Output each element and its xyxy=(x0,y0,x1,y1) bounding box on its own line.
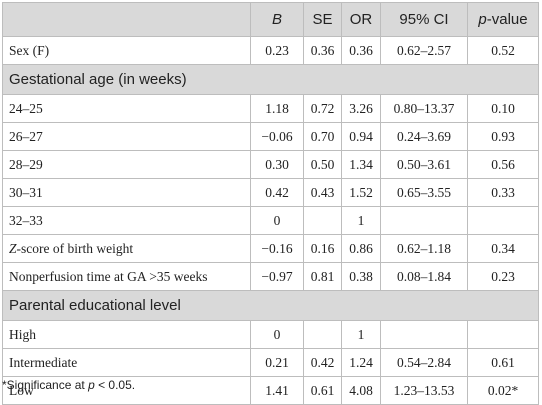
header-b: B xyxy=(250,2,304,37)
cell-or: 1 xyxy=(341,206,381,235)
cell-p: 0.93 xyxy=(467,122,539,151)
table-row: Z-score of birth weight −0.16 0.16 0.86 … xyxy=(2,234,539,263)
footnote-suffix: < 0.05. xyxy=(94,378,136,392)
table-row: High 0 1 xyxy=(2,320,539,349)
cell-b: −0.97 xyxy=(250,262,304,291)
cell-b: 1.18 xyxy=(250,94,304,123)
row-label: High xyxy=(2,320,251,349)
cell-p: 0.02* xyxy=(467,376,539,405)
cell-se: 0.61 xyxy=(303,376,342,405)
cell-ci: 0.65–3.55 xyxy=(380,178,468,207)
table-row: 24–25 1.18 0.72 3.26 0.80–13.37 0.10 xyxy=(2,94,539,123)
cell-p: 0.34 xyxy=(467,234,539,263)
row-label: Intermediate xyxy=(2,348,251,377)
header-label xyxy=(2,2,251,37)
cell-b: 0.30 xyxy=(250,150,304,179)
row-label: 28–29 xyxy=(2,150,251,179)
cell-se xyxy=(303,206,342,235)
header-row: B SE OR 95% CI p-value xyxy=(2,2,539,37)
cell-se xyxy=(303,320,342,349)
row-label: Nonperfusion time at GA >35 weeks xyxy=(2,262,251,291)
row-label: 24–25 xyxy=(2,94,251,123)
row-label: Sex (F) xyxy=(2,36,251,65)
cell-b: 0 xyxy=(250,206,304,235)
row-label: 32–33 xyxy=(2,206,251,235)
cell-ci xyxy=(380,206,468,235)
table-row: 30–31 0.42 0.43 1.52 0.65–3.55 0.33 xyxy=(2,178,539,207)
cell-or: 4.08 xyxy=(341,376,381,405)
footnote-prefix: *Significance at xyxy=(2,378,89,392)
table-row: 32–33 0 1 xyxy=(2,206,539,235)
table-row: Low 1.41 0.61 4.08 1.23–13.53 0.02* xyxy=(2,376,539,405)
table-row: Intermediate 0.21 0.42 1.24 0.54–2.84 0.… xyxy=(2,348,539,377)
footnote-p: p xyxy=(88,378,95,392)
table-footnote: *Significance at p < 0.05. xyxy=(2,378,135,392)
header-or: OR xyxy=(341,2,381,37)
table-row: Sex (F) 0.23 0.36 0.36 0.62–2.57 0.52 xyxy=(2,36,539,65)
cell-b: −0.06 xyxy=(250,122,304,151)
cell-p: 0.52 xyxy=(467,36,539,65)
cell-or: 1 xyxy=(341,320,381,349)
cell-p xyxy=(467,206,539,235)
cell-or: 1.34 xyxy=(341,150,381,179)
cell-or: 0.36 xyxy=(341,36,381,65)
header-p-italic: p xyxy=(478,11,487,28)
cell-se: 0.43 xyxy=(303,178,342,207)
cell-se: 0.50 xyxy=(303,150,342,179)
cell-b: 0.21 xyxy=(250,348,304,377)
cell-se: 0.72 xyxy=(303,94,342,123)
cell-b: 1.41 xyxy=(250,376,304,405)
cell-or: 1.24 xyxy=(341,348,381,377)
cell-ci: 0.24–3.69 xyxy=(380,122,468,151)
cell-p: 0.61 xyxy=(467,348,539,377)
section-title: Gestational age (in weeks) xyxy=(2,64,539,95)
cell-b: 0 xyxy=(250,320,304,349)
section-title: Parental educational level xyxy=(2,290,539,321)
cell-ci: 0.80–13.37 xyxy=(380,94,468,123)
table-row: 28–29 0.30 0.50 1.34 0.50–3.61 0.56 xyxy=(2,150,539,179)
cell-se: 0.70 xyxy=(303,122,342,151)
section-row: Parental educational level xyxy=(2,290,539,321)
row-label: 26–27 xyxy=(2,122,251,151)
cell-ci: 0.08–1.84 xyxy=(380,262,468,291)
cell-p: 0.10 xyxy=(467,94,539,123)
cell-or: 0.38 xyxy=(341,262,381,291)
cell-b: 0.42 xyxy=(250,178,304,207)
row-label: 30–31 xyxy=(2,178,251,207)
cell-ci: 1.23–13.53 xyxy=(380,376,468,405)
cell-ci: 0.62–2.57 xyxy=(380,36,468,65)
header-p-value: p-value xyxy=(467,2,539,37)
cell-se: 0.16 xyxy=(303,234,342,263)
row-label: Low xyxy=(2,376,251,405)
cell-se: 0.36 xyxy=(303,36,342,65)
table-row: Nonperfusion time at GA >35 weeks −0.97 … xyxy=(2,262,539,291)
cell-se: 0.81 xyxy=(303,262,342,291)
cell-se: 0.42 xyxy=(303,348,342,377)
section-row: Gestational age (in weeks) xyxy=(2,64,539,95)
cell-or: 0.94 xyxy=(341,122,381,151)
cell-p: 0.56 xyxy=(467,150,539,179)
row-label-rest: -score of birth weight xyxy=(16,240,134,256)
header-se: SE xyxy=(303,2,342,37)
cell-b: −0.16 xyxy=(250,234,304,263)
cell-p: 0.33 xyxy=(467,178,539,207)
row-label: Z-score of birth weight xyxy=(2,234,251,263)
header-ci: 95% CI xyxy=(380,2,468,37)
cell-p: 0.23 xyxy=(467,262,539,291)
cell-p xyxy=(467,320,539,349)
cell-b: 0.23 xyxy=(250,36,304,65)
row-label-italic: Z xyxy=(9,240,17,256)
cell-ci: 0.54–2.84 xyxy=(380,348,468,377)
cell-or: 1.52 xyxy=(341,178,381,207)
cell-ci: 0.62–1.18 xyxy=(380,234,468,263)
header-p-rest: -value xyxy=(486,11,528,28)
cell-ci xyxy=(380,320,468,349)
cell-or: 0.86 xyxy=(341,234,381,263)
table-row: 26–27 −0.06 0.70 0.94 0.24–3.69 0.93 xyxy=(2,122,539,151)
cell-or: 3.26 xyxy=(341,94,381,123)
cell-ci: 0.50–3.61 xyxy=(380,150,468,179)
